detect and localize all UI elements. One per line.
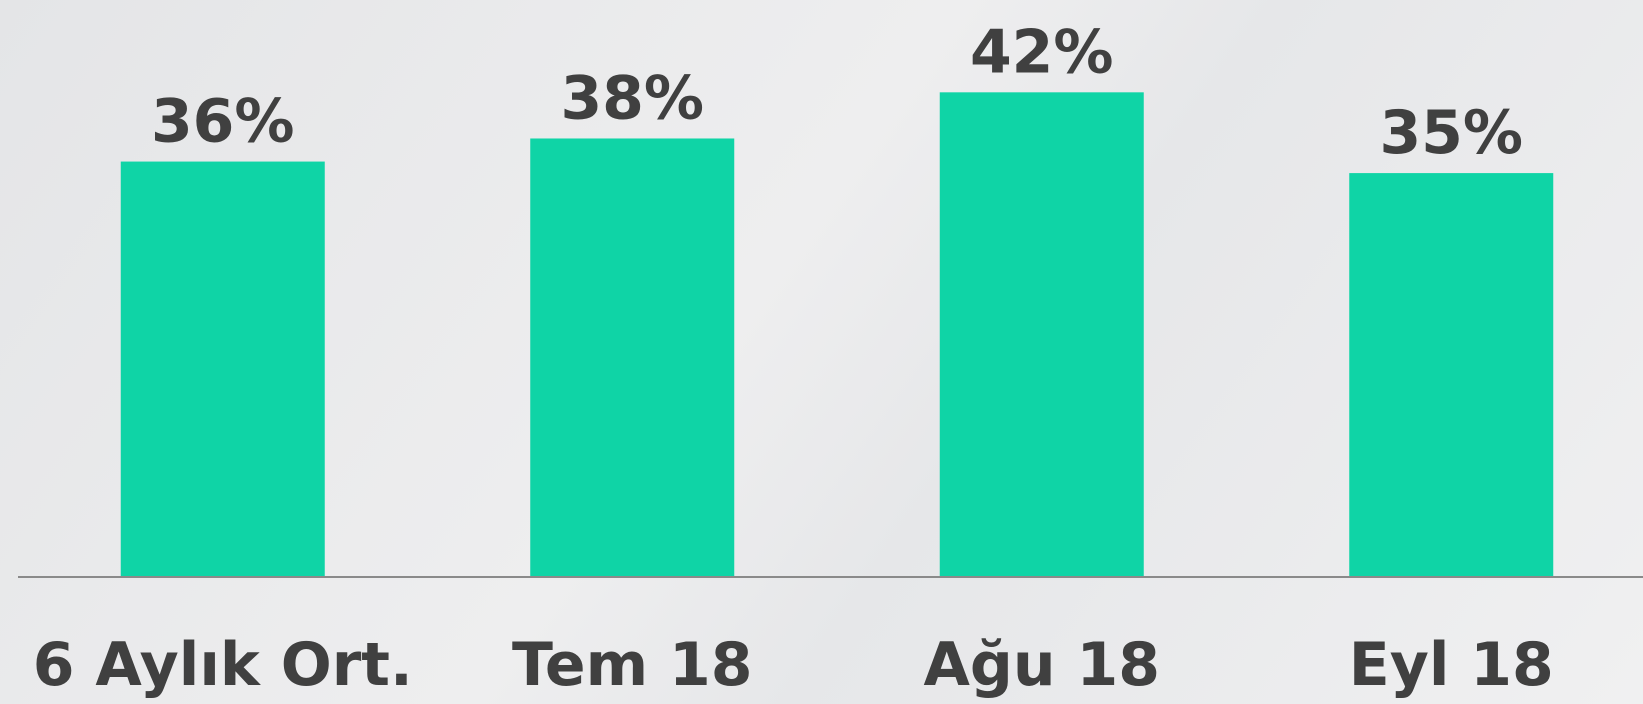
bar (939, 92, 1144, 577)
value-label: 35% (1379, 98, 1523, 168)
value-label: 36% (151, 87, 295, 157)
bar (1349, 173, 1554, 577)
value-label: 38% (560, 63, 704, 133)
x-tick-label: Eyl 18 (1349, 630, 1554, 700)
bar (120, 161, 325, 577)
bar (530, 138, 735, 578)
x-tick-label: Ağu 18 (924, 630, 1160, 700)
x-tick-label: 6 Aylık Ort. (33, 630, 413, 700)
value-label: 42% (970, 17, 1114, 87)
x-tick-label: Tem 18 (512, 630, 753, 700)
